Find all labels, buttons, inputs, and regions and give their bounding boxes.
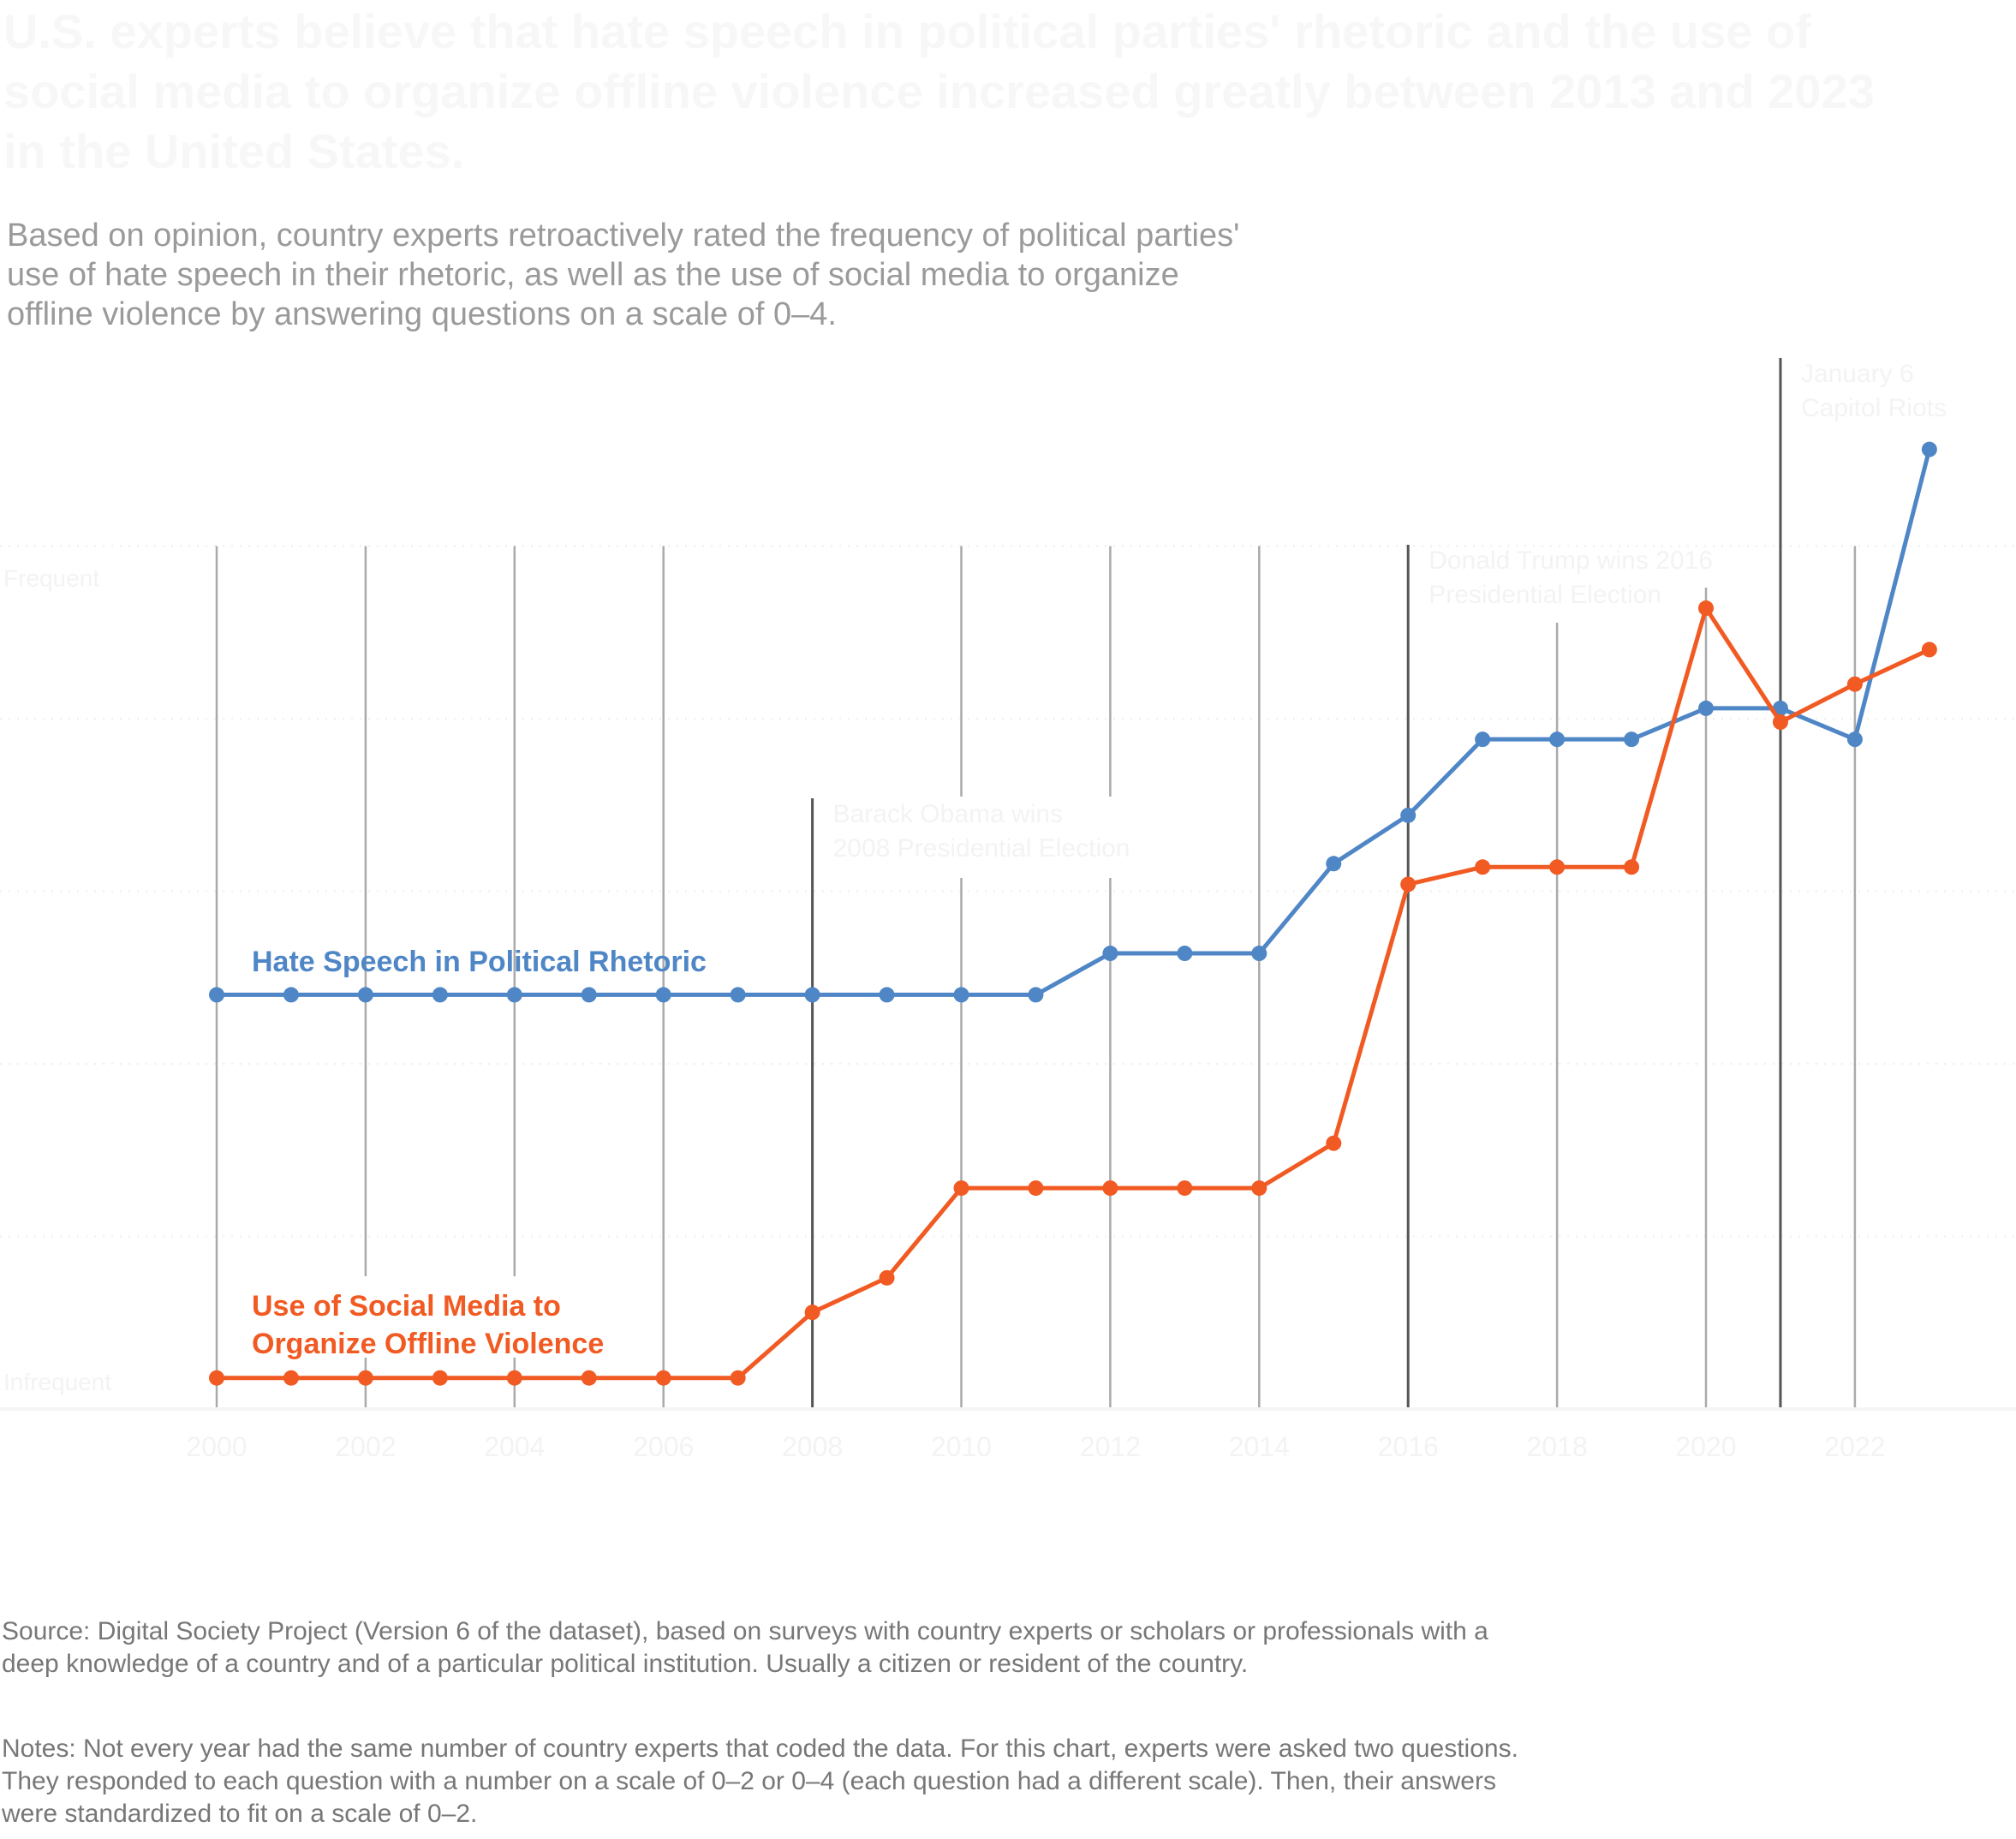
data-point [1400, 876, 1417, 893]
data-point [1475, 731, 1491, 748]
data-point [1251, 1180, 1267, 1197]
data-point [1921, 642, 1937, 658]
annotation-line: Capitol Riots [1801, 394, 1947, 422]
data-point [1624, 859, 1640, 875]
data-point [1475, 859, 1491, 875]
series-line-1 [217, 606, 1930, 1381]
data-point [1624, 731, 1640, 748]
annotation-line: Donald Trump wins 2016 [1428, 546, 1713, 575]
x-tick-label: 2016 [1378, 1431, 1439, 1462]
data-point [283, 987, 299, 1003]
source-note: Source: Digital Society Project (Version… [2, 1615, 1971, 1681]
notes-line: Notes: Not every year had the same numbe… [2, 1735, 1518, 1763]
data-point [1549, 859, 1566, 875]
data-point [1698, 700, 1714, 716]
series-label-1: Use of Social Media to Organize Offline V… [252, 1290, 604, 1360]
data-point [1698, 600, 1714, 617]
source-line: deep knowledge of a country and of a par… [2, 1650, 1249, 1678]
data-point [1251, 946, 1267, 962]
x-tick-label: 2020 [1675, 1431, 1736, 1462]
notes: Notes: Not every year had the same numbe… [2, 1733, 1971, 1830]
x-tick-labels: 2000 2002 2004 2006 2008 2010 2012 2014 2016 2018… [186, 1431, 1885, 1462]
series-label-line: Use of Social Media to [252, 1290, 561, 1323]
x-tick-label: 2010 [931, 1431, 992, 1462]
data-point [1028, 1180, 1044, 1197]
data-point [1846, 731, 1863, 748]
data-point [1846, 676, 1863, 692]
line-chart: Frequent Infrequent Barack Obama wins 200… [0, 358, 2016, 1462]
data-point [506, 987, 522, 1003]
data-point [1028, 987, 1044, 1003]
annotation-line: Presidential Election [1428, 581, 1661, 609]
y-label-infrequent: Infrequent [3, 1369, 111, 1395]
data-point [953, 987, 969, 1003]
data-point [1326, 1135, 1342, 1151]
x-tick-label: 2006 [633, 1431, 694, 1462]
data-point [432, 987, 448, 1003]
data-point [730, 987, 746, 1003]
event-annotation: January 6 Capitol Riots [1801, 360, 1947, 422]
chart-title: U.S. experts believe that hate speech in… [3, 4, 1875, 178]
series-label-line: Organize Offline Violence [252, 1328, 604, 1360]
x-tick-label: 2008 [782, 1431, 843, 1462]
data-point [581, 987, 597, 1003]
data-point [804, 1305, 820, 1321]
series-labels: Hate Speech in Political Rhetoric Use of … [252, 946, 707, 1360]
subtitle-line: Based on opinion, country experts retroa… [7, 218, 1240, 254]
data-point [1772, 700, 1788, 716]
data-point [1772, 714, 1788, 731]
data-point [1102, 1180, 1118, 1197]
annotation-line: 2008 Presidential Election [833, 834, 1130, 863]
data-point [879, 987, 895, 1003]
data-point [506, 1370, 522, 1386]
series-label-0: Hate Speech in Political Rhetoric [252, 946, 707, 978]
data-point [730, 1370, 746, 1386]
series-group [209, 441, 1937, 1386]
source-line: Source: Digital Society Project (Version… [2, 1617, 1488, 1645]
x-tick-label: 2000 [186, 1431, 247, 1462]
data-point [879, 1269, 895, 1286]
data-point [1400, 807, 1417, 823]
data-point [655, 987, 671, 1003]
data-point [1921, 441, 1937, 457]
gridlines [0, 545, 2016, 1238]
data-point [357, 987, 373, 1003]
x-tick-label: 2022 [1824, 1431, 1885, 1462]
x-tick-label: 2018 [1527, 1431, 1588, 1462]
series-line-0 [217, 449, 1932, 997]
data-point [209, 1370, 224, 1386]
data-point [655, 1370, 671, 1386]
subtitle-line: use of hate speech in their rhetoric, as… [7, 257, 1179, 293]
x-tick-label: 2014 [1229, 1431, 1290, 1462]
data-point [581, 1370, 597, 1386]
x-tick-label: 2002 [335, 1431, 396, 1462]
data-point [432, 1370, 448, 1386]
notes-line: were standardized to fit on a scale of 0… [2, 1800, 478, 1828]
y-label-frequent: Frequent [3, 565, 99, 592]
data-point [283, 1370, 299, 1386]
data-point [1177, 946, 1193, 962]
event-annotation: Donald Trump wins 2016 Presidential Elect… [1428, 546, 1713, 609]
data-point [1549, 731, 1566, 748]
event-lines [811, 358, 1782, 1409]
series-label-line: Hate Speech in Political Rhetoric [252, 946, 707, 978]
data-point [1177, 1180, 1193, 1197]
data-point [953, 1180, 969, 1197]
subtitle-line: offline violence by answering questions … [7, 296, 837, 332]
year-lines [215, 546, 1857, 1409]
chart-subtitle: Based on opinion, country experts retroa… [7, 216, 1548, 334]
x-tick-label: 2004 [484, 1431, 545, 1462]
x-tick-label: 2012 [1080, 1431, 1141, 1462]
annotation-line: Barack Obama wins [833, 800, 1063, 828]
data-point [1326, 856, 1342, 872]
data-point [804, 987, 820, 1003]
data-point [209, 987, 224, 1003]
notes-line: They responded to each question with a n… [2, 1767, 1496, 1795]
data-point [1102, 946, 1118, 962]
event-annotations: Barack Obama wins 2008 Presidential Elect… [833, 360, 1947, 863]
data-point [357, 1370, 373, 1386]
event-annotation: Barack Obama wins 2008 Presidential Elect… [833, 800, 1130, 863]
annotation-line: January 6 [1801, 360, 1914, 388]
